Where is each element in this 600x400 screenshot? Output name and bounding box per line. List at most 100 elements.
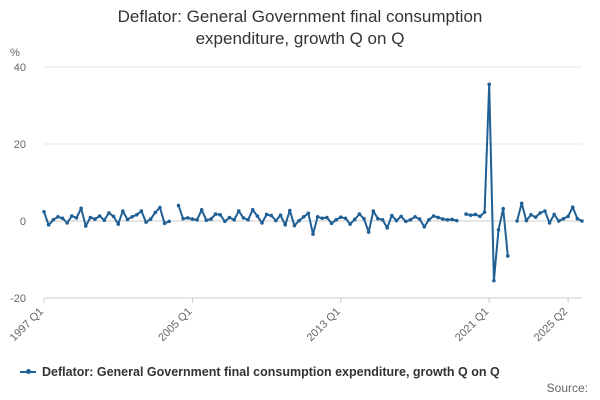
data-point — [260, 221, 264, 225]
data-point — [93, 217, 97, 221]
legend-line-marker-icon — [20, 369, 36, 374]
series-group — [42, 82, 584, 283]
data-point — [547, 221, 552, 225]
data-point — [56, 214, 60, 219]
data-point — [557, 219, 561, 223]
data-point — [501, 206, 505, 211]
data-point — [278, 213, 283, 218]
data-point — [153, 210, 158, 215]
data-point — [283, 223, 287, 227]
data-point — [441, 217, 445, 221]
chart-title-line1: Deflator: General Government final consu… — [117, 7, 483, 26]
data-point — [297, 218, 301, 223]
data-point — [464, 212, 468, 216]
data-point — [236, 209, 241, 213]
data-point — [519, 201, 524, 206]
data-point — [496, 228, 501, 232]
data-point — [65, 221, 69, 225]
series-line-segment-1 — [177, 205, 458, 236]
data-point — [190, 217, 195, 221]
data-point — [250, 208, 255, 212]
data-point — [42, 209, 46, 214]
data-point — [218, 213, 223, 217]
data-point — [385, 226, 390, 230]
data-point — [570, 205, 575, 209]
data-point — [422, 224, 427, 229]
data-point — [413, 214, 417, 219]
data-point — [427, 218, 431, 222]
data-point — [533, 215, 538, 219]
data-point — [223, 219, 227, 224]
data-point — [343, 216, 348, 221]
grid-lines — [44, 66, 582, 299]
data-point — [83, 224, 88, 228]
data-point — [538, 211, 543, 215]
data-point — [339, 215, 343, 219]
data-point — [357, 212, 362, 216]
data-point — [543, 209, 547, 213]
x-axis-ticks: 1997 Q1 2005 Q1 2013 Q1 2021 Q1 2025 Q2 — [8, 298, 570, 344]
data-point — [70, 214, 74, 218]
y-tick-label--20: -20 — [10, 293, 26, 305]
data-point — [204, 218, 209, 223]
data-point — [380, 218, 385, 222]
data-point — [320, 216, 325, 221]
data-point — [505, 254, 510, 258]
data-point — [445, 218, 450, 222]
data-point — [199, 208, 204, 212]
data-point — [478, 214, 482, 219]
data-point — [524, 218, 529, 223]
data-point — [575, 216, 580, 221]
data-point — [111, 214, 116, 219]
data-point — [74, 216, 79, 220]
chart-title-line2: expenditure, growth Q on Q — [195, 29, 405, 48]
data-point — [227, 215, 232, 220]
data-point — [130, 214, 134, 219]
data-point — [88, 215, 93, 220]
data-point — [334, 218, 338, 222]
data-point — [431, 214, 436, 218]
data-point — [436, 215, 441, 220]
data-point — [232, 218, 236, 222]
data-point — [311, 232, 315, 236]
data-point — [408, 218, 413, 222]
data-point — [325, 215, 329, 220]
data-point — [134, 213, 139, 217]
data-point — [301, 214, 306, 219]
data-point — [60, 216, 65, 221]
x-tick-label-3: 2021 Q1 — [453, 306, 491, 344]
data-point — [176, 203, 181, 208]
data-point — [362, 216, 366, 221]
data-point — [144, 220, 148, 224]
data-point — [102, 218, 107, 223]
data-point — [264, 212, 269, 217]
data-point — [454, 218, 459, 223]
data-point — [306, 211, 311, 216]
data-point — [450, 217, 454, 222]
data-point — [185, 216, 190, 220]
data-point — [371, 209, 376, 213]
legend: Deflator: General Government final consu… — [20, 365, 500, 379]
data-point — [255, 214, 260, 218]
data-point — [121, 209, 125, 213]
data-point — [487, 82, 492, 87]
data-point — [552, 212, 556, 217]
data-point — [274, 218, 278, 223]
data-point — [390, 213, 394, 218]
data-point — [473, 212, 478, 217]
chart-title: Deflator: General Government final consu… — [0, 6, 600, 50]
data-point — [482, 210, 487, 214]
data-point — [561, 216, 566, 221]
data-point — [209, 217, 213, 221]
data-point — [348, 222, 352, 226]
data-point — [417, 217, 422, 221]
data-point — [181, 216, 185, 221]
data-point — [468, 213, 473, 218]
data-point — [246, 218, 250, 222]
y-axis-label: % — [10, 47, 20, 59]
data-point — [158, 205, 162, 210]
data-point — [515, 219, 519, 223]
data-point — [580, 219, 584, 223]
x-tick-label-1: 2005 Q1 — [156, 306, 194, 344]
